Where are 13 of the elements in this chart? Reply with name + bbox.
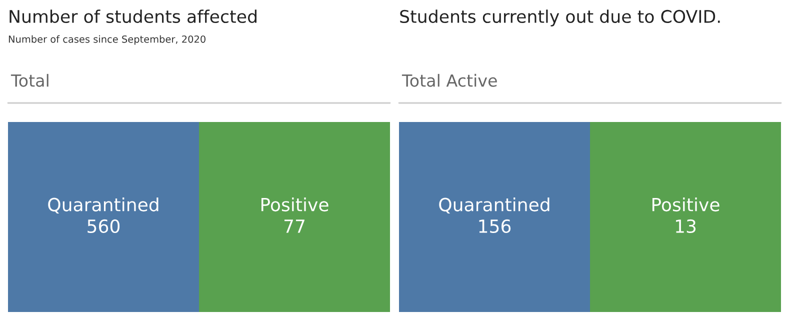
category-label: Positive bbox=[652, 197, 720, 212]
data-label: 13 bbox=[676, 219, 696, 234]
data-label: 560 bbox=[88, 219, 120, 234]
text: Students currently out due to COVID. bbox=[400, 10, 720, 26]
data-label: 156 bbox=[479, 219, 511, 234]
category-label: Quarantined bbox=[439, 197, 550, 214]
category-label: Positive bbox=[261, 197, 328, 212]
text: Number of students affected bbox=[10, 10, 256, 24]
text: Total bbox=[10, 74, 48, 87]
text: Total Active bbox=[402, 74, 497, 87]
category-label: Quarantined bbox=[48, 197, 158, 214]
data-label: 77 bbox=[284, 220, 304, 233]
text: Number of cases since September, 2020 bbox=[8, 35, 206, 45]
